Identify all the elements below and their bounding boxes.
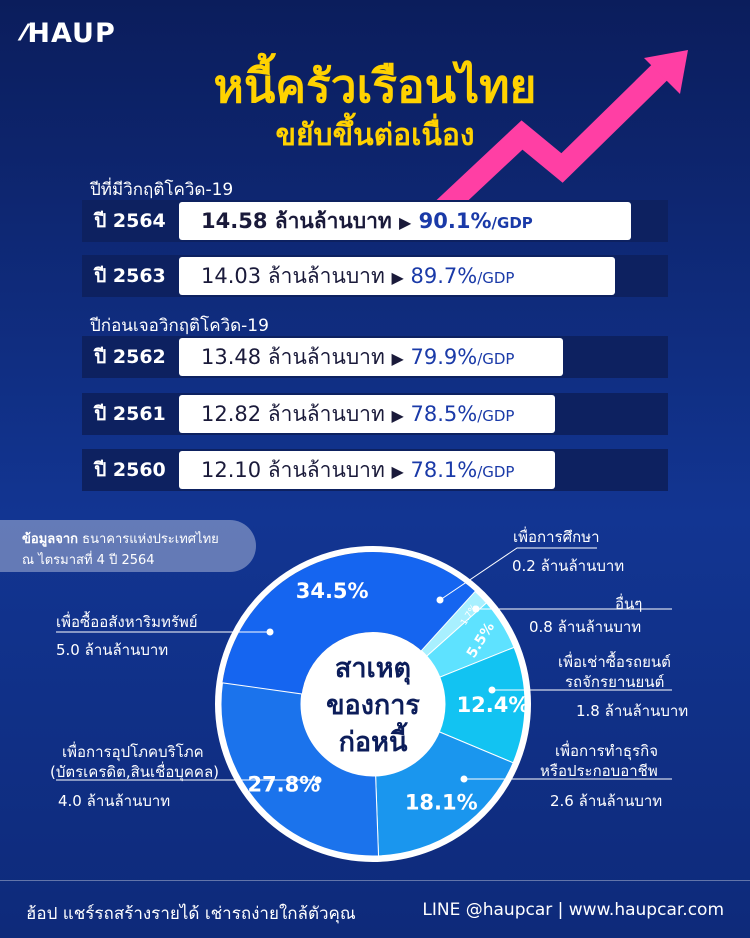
slice-name-5: เพื่อการอุปโภคบริโภค bbox=[62, 743, 204, 761]
slice-amount-2: 0.8 ล้านล้านบาท bbox=[529, 618, 642, 636]
arrow-right-icon: ▶ bbox=[391, 406, 404, 425]
slice-percent-5: 27.8% bbox=[247, 772, 320, 796]
donut-outer-ring bbox=[215, 546, 531, 862]
page-title: หนี้ครัวเรือนไทย bbox=[213, 59, 537, 113]
source-period: ณ ไตรมาสที่ 4 ปี 2564 bbox=[22, 553, 155, 568]
donut-slice-0 bbox=[222, 552, 476, 694]
arrow-right-icon: ▶ bbox=[391, 462, 404, 481]
slice-name-4: เพื่อการทำธุรกิจ bbox=[555, 742, 658, 760]
slice-name2-3: รถจักรยานยนต์ bbox=[565, 673, 665, 691]
year-row-2560: ปี 2560 12.10 ล้านล้านบาท ▶ 78.1%/GDP bbox=[82, 449, 668, 491]
gdp-percent: 78.1% bbox=[410, 458, 478, 482]
page-subtitle: ขยับขึ้นต่อเนื่อง bbox=[275, 118, 475, 153]
arrow-right-icon: ▶ bbox=[391, 349, 404, 368]
gdp-unit: /GDP bbox=[477, 350, 515, 368]
year-label: ปี 2562 bbox=[94, 346, 166, 368]
source-label: ข้อมูลจาก bbox=[22, 532, 79, 547]
debt-amount: 14.03 ล้านล้านบาท bbox=[201, 264, 385, 288]
gdp-unit: /GDP bbox=[477, 463, 515, 481]
year-row-2562: ปี 2562 13.48 ล้านล้านบาท ▶ 79.9%/GDP bbox=[82, 336, 668, 378]
slice-percent-4: 18.1% bbox=[405, 791, 478, 815]
center-label-line-1: สาเหตุ bbox=[335, 653, 411, 685]
section-label-covid: ปีที่มีวิกฤติโควิด-19 bbox=[90, 180, 234, 200]
logo: ⁄⁄ HAUP bbox=[22, 18, 116, 49]
slice-amount-1: 0.2 ล้านล้านบาท bbox=[512, 557, 625, 575]
gdp-percent: 90.1% bbox=[418, 209, 492, 233]
source-pill bbox=[0, 520, 256, 572]
slice-percent-3: 12.4% bbox=[457, 693, 530, 717]
year-label: ปี 2564 bbox=[94, 210, 166, 232]
gdp-unit: /GDP bbox=[477, 269, 515, 287]
slice-amount-4: 2.6 ล้านล้านบาท bbox=[550, 792, 663, 810]
slice-amount-0: 5.0 ล้านล้านบาท bbox=[56, 641, 169, 659]
year-value-box: 12.10 ล้านล้านบาท ▶ 78.1%/GDP bbox=[179, 451, 555, 489]
gdp-percent: 78.5% bbox=[410, 402, 478, 426]
footer-contact: LINE @haupcar | www.haupcar.com bbox=[422, 900, 724, 920]
slice-percent-0: 34.5% bbox=[296, 579, 369, 603]
debt-amount: 12.82 ล้านล้านบาท bbox=[201, 402, 385, 426]
source-line-1: ข้อมูลจาก ธนาคารแห่งประเทศไทย bbox=[22, 528, 219, 549]
slice-name-2: อื่นๆ bbox=[615, 595, 643, 613]
center-label-line-2: ของการ bbox=[326, 690, 420, 721]
slice-name2-4: หรือประกอบอาชีพ bbox=[540, 762, 658, 780]
donut-hole bbox=[301, 632, 445, 776]
year-label: ปี 2563 bbox=[94, 265, 166, 287]
center-label-line-3: ก่อหนี้ bbox=[339, 721, 409, 758]
section-label-pre-covid: ปีก่อนเจอวิกฤติโควิด-19 bbox=[90, 316, 269, 336]
gdp-unit: /GDP bbox=[491, 214, 533, 232]
debt-amount: 13.48 ล้านล้านบาท bbox=[201, 345, 385, 369]
gdp-unit: /GDP bbox=[477, 407, 515, 425]
year-value-box: 13.48 ล้านล้านบาท ▶ 79.9%/GDP bbox=[179, 338, 563, 376]
year-row-2564: ปี 2564 14.58 ล้านล้านบาท ▶ 90.1%/GDP bbox=[82, 200, 668, 242]
leader-dot-4 bbox=[460, 775, 468, 783]
gdp-percent: 79.9% bbox=[410, 345, 478, 369]
year-label: ปี 2560 bbox=[94, 459, 166, 481]
slice-amount-5: 4.0 ล้านล้านบาท bbox=[58, 792, 171, 810]
year-value-box: 14.03 ล้านล้านบาท ▶ 89.7%/GDP bbox=[179, 257, 615, 295]
year-row-2563: ปี 2563 14.03 ล้านล้านบาท ▶ 89.7%/GDP bbox=[82, 255, 668, 297]
trend-arrow-icon bbox=[434, 50, 688, 219]
leader-dot-0 bbox=[266, 628, 274, 636]
slice-name-1: เพื่อการศึกษา bbox=[513, 528, 600, 546]
leader-line-1 bbox=[439, 547, 597, 601]
slice-name2-5: (บัตรเครดิต,สินเชื่อบุคคล) bbox=[50, 763, 219, 781]
arrow-right-icon: ▶ bbox=[391, 268, 404, 287]
year-value-box: 12.82 ล้านล้านบาท ▶ 78.5%/GDP bbox=[179, 395, 555, 433]
debt-amount: 12.10 ล้านล้านบาท bbox=[201, 458, 385, 482]
leader-dot-5 bbox=[314, 776, 322, 784]
gdp-percent: 89.7% bbox=[410, 264, 478, 288]
debt-amount: 14.58 ล้านล้านบาท bbox=[201, 209, 392, 233]
slice-name-0: เพื่อซื้ออสังหาริมทรัพย์ bbox=[56, 613, 198, 631]
leader-dot-1 bbox=[436, 596, 444, 604]
leader-dot-3 bbox=[488, 686, 496, 694]
leader-dot-2 bbox=[472, 605, 480, 613]
year-label: ปี 2561 bbox=[94, 403, 166, 425]
year-value-box: 14.58 ล้านล้านบาท ▶ 90.1%/GDP bbox=[179, 202, 631, 240]
logo-text: HAUP bbox=[27, 18, 116, 49]
slice-name-3: เพื่อเช่าซื้อรถยนต์ bbox=[558, 653, 671, 671]
slice-amount-3: 1.8 ล้านล้านบาท bbox=[576, 702, 689, 720]
year-row-2561: ปี 2561 12.82 ล้านล้านบาท ▶ 78.5%/GDP bbox=[82, 393, 668, 435]
arrow-right-icon: ▶ bbox=[399, 213, 412, 232]
footer-tagline: ฮ้อป แชร์รถสร้างรายได้ เช่ารถง่ายใกล้ตัว… bbox=[26, 904, 356, 924]
source-org: ธนาคารแห่งประเทศไทย bbox=[82, 532, 219, 547]
footer-divider bbox=[0, 880, 750, 881]
